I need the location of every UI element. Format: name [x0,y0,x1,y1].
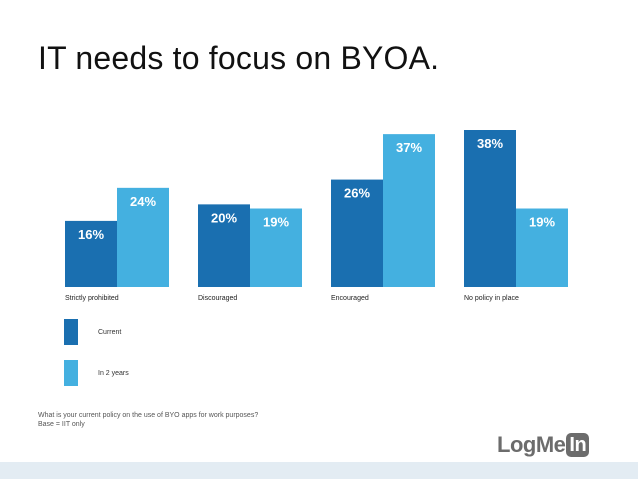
value-label-current-no-policy-in-place: 38% [477,136,503,151]
logo-text: LogMe [497,432,566,457]
value-label-in-2-years-strictly-prohibited: 24% [130,194,156,209]
bar-chart: 16% 24% Strictly prohibited 20% 19% Discourag… [65,130,568,302]
bar-in-2-years-encouraged [383,134,435,287]
value-label-in-2-years-encouraged: 37% [396,140,422,155]
footer-band [0,462,638,479]
legend-swatch-in-2-years [64,360,78,386]
legend-label-in-2-years: In 2 years [98,369,129,377]
legend-item-in-2-years: In 2 years [64,360,129,386]
category-label-strictly-prohibited: Strictly prohibited [65,295,119,302]
page-title: IT needs to focus on BYOA. [38,40,440,76]
footnote: What is your current policy on the use o… [38,411,258,429]
value-label-current-discouraged: 20% [211,210,237,225]
value-label-in-2-years-discouraged: 19% [263,215,289,230]
logmein-logo: LogMe In [497,432,590,458]
bar-current-no-policy-in-place [464,130,516,287]
bar-in-2-years-discouraged [250,208,302,287]
footnote-question: What is your current policy on the use o… [38,412,259,419]
category-label-discouraged: Discouraged [198,295,237,302]
footnote-base: Base = IIT only [38,421,85,428]
bar-current-encouraged [331,179,383,287]
bar-current-strictly-prohibited [65,220,117,287]
category-label-no-policy-in-place: No policy in place [464,295,519,302]
legend-label-current: Current [98,328,122,336]
value-label-in-2-years-no-policy-in-place: 19% [529,215,555,230]
legend-item-current: Current [64,319,121,345]
value-label-current-strictly-prohibited: 16% [78,227,104,242]
category-label-encouraged: Encouraged [331,295,369,302]
logo-box-text: In [566,433,590,457]
bar-in-2-years-no-policy-in-place [516,208,568,287]
bar-in-2-years-strictly-prohibited [117,187,169,287]
legend-swatch-current [64,319,78,345]
value-label-current-encouraged: 26% [344,186,370,201]
bar-current-discouraged [198,204,250,287]
